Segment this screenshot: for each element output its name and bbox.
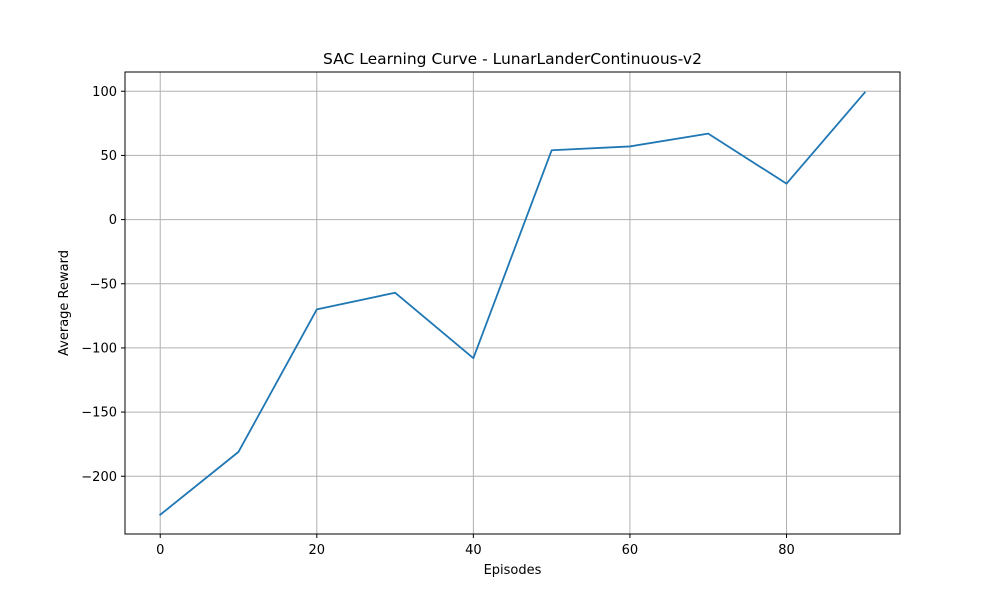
y-tick-label: 50: [100, 149, 117, 164]
y-tick-label: 0: [109, 213, 117, 228]
grid-lines: [125, 72, 900, 534]
x-tick-label: 80: [778, 543, 795, 558]
series-layer: [158, 91, 867, 517]
axis-ticks: 0 20 40 60 80 −200 −150 −100 −50 0 50 100: [81, 85, 794, 558]
x-tick-label: 60: [622, 543, 639, 558]
y-tick-label: 100: [92, 85, 117, 100]
x-axis-label: Episodes: [484, 563, 542, 578]
series-line: [158, 91, 867, 517]
x-tick-label: 20: [309, 543, 326, 558]
x-tick-label: 0: [156, 543, 164, 558]
y-axis-label: Average Reward: [57, 250, 72, 356]
y-tick-label: −200: [81, 470, 117, 485]
x-tick-label: 40: [465, 543, 482, 558]
y-tick-label: −150: [81, 406, 117, 421]
y-tick-label: −100: [81, 341, 117, 356]
y-tick-label: −50: [90, 277, 117, 292]
plot-area-frame: [124, 71, 901, 535]
chart-title: SAC Learning Curve - LunarLanderContinuo…: [323, 50, 702, 68]
